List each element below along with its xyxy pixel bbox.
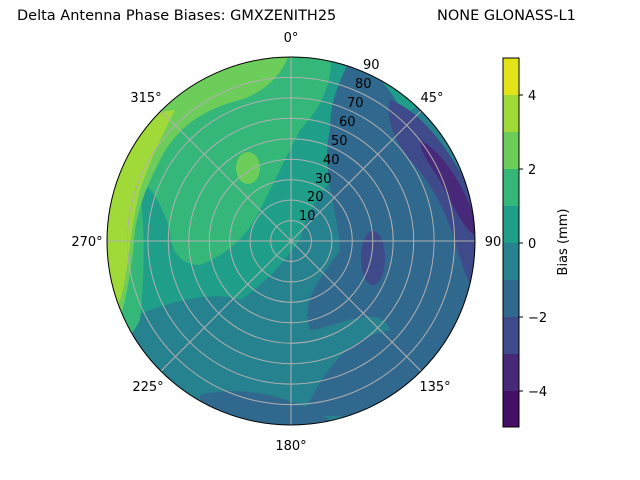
radial-tick-30: 30 — [315, 172, 332, 187]
angle-tick-45: 45° — [420, 91, 443, 106]
angle-tick-225: 225° — [132, 380, 163, 395]
colorbar-tick-neg4: −4 — [528, 385, 547, 400]
radial-tick-60: 60 — [339, 115, 356, 130]
angle-tick-0: 0° — [284, 31, 299, 46]
radial-tick-20: 20 — [307, 190, 324, 205]
angle-tick-135: 135° — [419, 380, 450, 395]
chart-title: Delta Antenna Phase Biases: GMXZENITH25 … — [0, 8, 640, 56]
angle-tick-90: 90 — [485, 235, 502, 250]
colorbar: 4 2 0 −2 −4 Bias (mm) — [502, 57, 571, 428]
colorbar-tick-0: 0 — [528, 237, 536, 252]
angle-tick-315: 315° — [130, 91, 161, 106]
colorbar-tick-2: 2 — [528, 163, 536, 178]
colorbar-label: Bias (mm) — [556, 209, 571, 276]
radial-tick-90: 90 — [363, 58, 380, 73]
radial-tick-70: 70 — [347, 96, 364, 111]
radial-tick-80: 80 — [355, 77, 372, 92]
chart-title-right: NONE GLONASS-L1 — [437, 8, 576, 24]
colorbar-tick-neg2: −2 — [528, 311, 547, 326]
angle-tick-180: 180° — [275, 439, 306, 454]
radial-tick-50: 50 — [331, 134, 348, 149]
polar-grid — [107, 57, 475, 425]
colorbar-tick-4: 4 — [528, 89, 536, 104]
radial-tick-40: 40 — [323, 153, 340, 168]
polar-frame — [106, 56, 476, 426]
chart-title-left: Delta Antenna Phase Biases: GMXZENITH25 — [17, 8, 337, 24]
angle-tick-270: 270° — [71, 235, 102, 250]
radial-tick-10: 10 — [299, 209, 316, 224]
